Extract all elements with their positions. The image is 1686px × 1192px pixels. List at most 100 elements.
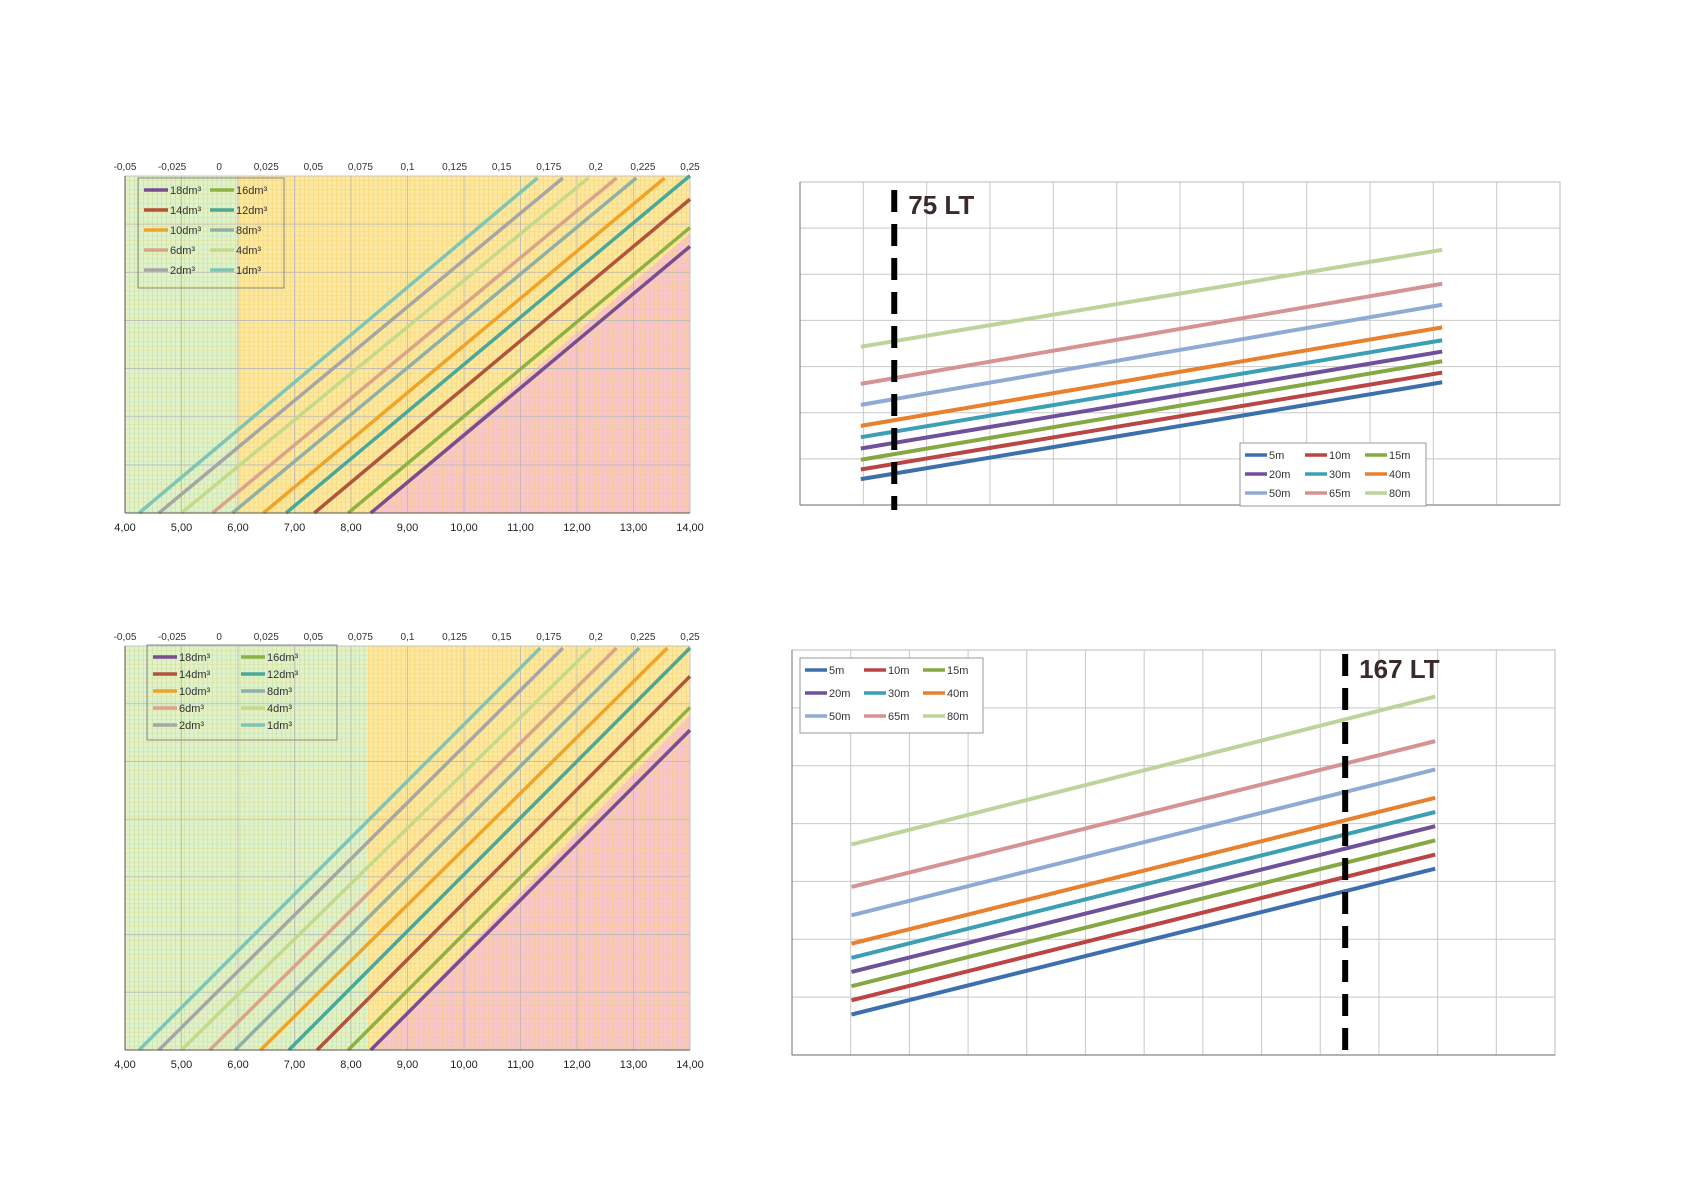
- legend-label: 65m: [1329, 488, 1350, 500]
- series-line-15m: [851, 838, 1436, 989]
- legend-box: [799, 657, 984, 734]
- legend-label: 5m: [1269, 450, 1284, 462]
- legend-box: [146, 644, 338, 741]
- bottom-tick-label: 9,00: [397, 522, 418, 534]
- top-tick-label: 0,05: [304, 162, 324, 173]
- legend-label: 2dm³: [170, 265, 195, 277]
- legend-label: 6dm³: [179, 703, 204, 715]
- top-tick-label: 0,125: [442, 162, 467, 173]
- legend-box: [137, 177, 285, 289]
- series-line-8dm3: [231, 176, 638, 515]
- legend-label: 6dm³: [170, 245, 195, 257]
- top-tick-label: 0,225: [630, 632, 655, 643]
- legend-label: 80m: [947, 711, 968, 723]
- series-line-10m: [851, 852, 1436, 1003]
- legend-label: 8dm³: [267, 686, 292, 698]
- legend-label: 18dm³: [179, 652, 211, 664]
- volume-annotation: 167 LT: [1359, 654, 1440, 684]
- legend-label: 80m: [1389, 488, 1410, 500]
- legend-label: 50m: [1269, 488, 1290, 500]
- top-tick-label: -0,025: [158, 632, 187, 643]
- top-tick-label: 0,2: [589, 632, 603, 643]
- series-line-2dm3: [157, 176, 564, 515]
- legend-box: [1239, 442, 1427, 507]
- bottom-tick-label: 14,00: [676, 1059, 704, 1071]
- legend-label: 1dm³: [267, 720, 292, 732]
- top-tick-label: -0,05: [114, 632, 137, 643]
- bottom-tick-label: 10,00: [450, 1059, 478, 1071]
- series-line-30m: [860, 338, 1443, 440]
- legend-label: 65m: [888, 711, 909, 723]
- chart-bottom-right: 167 LT 5m 10m 15m 20m 30m 40m 50m 65m 80m: [791, 649, 1556, 1060]
- top-tick-label: 0,05: [304, 632, 324, 643]
- legend-label: 40m: [947, 688, 968, 700]
- series-line-20m: [860, 349, 1443, 451]
- top-tick-label: 0,25: [680, 162, 700, 173]
- top-tick-label: 0,025: [254, 162, 279, 173]
- legend-label: 1dm³: [236, 265, 261, 277]
- bottom-tick-label: 13,00: [620, 522, 648, 534]
- series-line-10m: [860, 370, 1443, 472]
- legend-label: 10dm³: [170, 225, 202, 237]
- bottom-tick-label: 11,00: [507, 1059, 534, 1071]
- legend-label: 10m: [1329, 450, 1350, 462]
- series-line-20m: [851, 824, 1436, 974]
- legend-label: 4dm³: [267, 703, 292, 715]
- series-line-14dm3: [313, 197, 692, 515]
- series-line-1dm3: [137, 646, 542, 1052]
- bottom-tick-label: 14,00: [676, 522, 704, 534]
- top-tick-label: 0,225: [630, 162, 655, 173]
- top-tick-label: 0,025: [254, 632, 279, 643]
- chart-bottom-left: -0,05 -0,025 0 0,025 0,05 0,075 0,1 0,125 0,15 0,…: [114, 632, 704, 1071]
- top-tick-label: 0: [216, 632, 222, 643]
- top-tick-label: 0,15: [492, 162, 512, 173]
- legend-label: 20m: [829, 688, 850, 700]
- bottom-tick-label: 11,00: [507, 522, 534, 534]
- bottom-tick-label: 9,00: [397, 1059, 418, 1071]
- series-line-50m: [851, 767, 1436, 918]
- series-line-6dm3: [208, 646, 618, 1052]
- legend-label: 18dm³: [170, 185, 202, 197]
- bottom-tick-label: 5,00: [171, 522, 192, 534]
- legend-label: 2dm³: [179, 720, 204, 732]
- legend-label: 30m: [888, 688, 909, 700]
- bottom-tick-label: 4,00: [114, 522, 135, 534]
- series-line-40m: [860, 325, 1443, 428]
- chart-top-left: -0,05 -0,025 0 0,025 0,05 0,075 0,1 0,125 0,15 0,…: [114, 162, 704, 534]
- bottom-tick-label: 12,00: [563, 522, 591, 534]
- top-tick-label: 0,075: [348, 632, 373, 643]
- series-line-8dm3: [233, 646, 641, 1052]
- legend-label: 8dm³: [236, 225, 261, 237]
- chart-top-right: 75 LT 5m 10m 15m 20m 30m 40m 50m 65m 80m: [799, 181, 1561, 510]
- bottom-tick-label: 6,00: [227, 522, 248, 534]
- series-line-6dm3: [211, 176, 618, 515]
- series-line-4dm3: [180, 176, 590, 515]
- bottom-tick-label: 7,00: [284, 522, 305, 534]
- legend-label: 15m: [947, 665, 968, 677]
- series-line-80m: [851, 694, 1436, 847]
- bottom-tick-label: 8,00: [340, 522, 361, 534]
- series-line-10dm3: [259, 646, 669, 1052]
- legend-label: 12dm³: [267, 669, 299, 681]
- series-line-12dm3: [287, 646, 692, 1052]
- legend-label: 15m: [1389, 450, 1410, 462]
- series-line-14dm3: [315, 675, 692, 1052]
- series-line-80m: [860, 247, 1443, 349]
- bottom-tick-label: 13,00: [620, 1059, 648, 1071]
- volume-annotation: 75 LT: [908, 190, 974, 220]
- top-tick-label: 0,15: [492, 632, 512, 643]
- top-tick-label: 0,075: [348, 162, 373, 173]
- top-tick-label: -0,05: [114, 162, 137, 173]
- top-tick-label: 0,1: [401, 162, 415, 173]
- bottom-tick-label: 5,00: [171, 1059, 192, 1071]
- legend-label: 10dm³: [179, 686, 211, 698]
- legend-label: 40m: [1389, 469, 1410, 481]
- series-line-18dm3: [369, 728, 692, 1052]
- legend-label: 10m: [888, 665, 909, 677]
- top-tick-label: 0,175: [536, 162, 561, 173]
- series-line-50m: [860, 302, 1443, 407]
- top-tick-label: 0,125: [442, 632, 467, 643]
- series-line-2dm3: [157, 646, 565, 1052]
- series-line-5m: [851, 866, 1436, 1017]
- top-tick-label: 0,2: [589, 162, 603, 173]
